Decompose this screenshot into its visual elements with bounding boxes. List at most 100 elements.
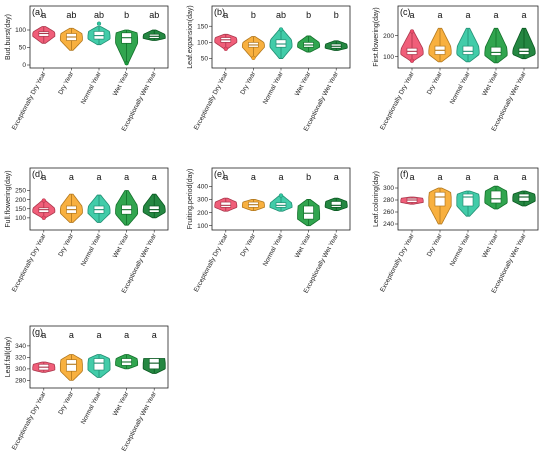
y-tick-label: 320 xyxy=(15,355,26,362)
y-tick-label: 200 xyxy=(197,210,208,217)
x-category-label: Normal Year xyxy=(80,390,103,426)
x-category-label: Exceptionally Dry Year xyxy=(193,232,230,293)
outlier-point xyxy=(96,21,102,26)
outlier-point xyxy=(223,46,228,51)
y-tick-label: 200 xyxy=(15,197,26,204)
x-category-label: Dry Year xyxy=(239,232,257,258)
y-tick-label: 50 xyxy=(19,45,27,52)
x-category-label: Exceptionally Dry Year xyxy=(379,232,416,293)
y-axis-label: Leaf.coloring(day) xyxy=(373,171,380,227)
violin-box xyxy=(518,193,530,202)
significance-letter: a xyxy=(96,330,101,340)
x-category-label: Exceptionally Dry Year xyxy=(379,70,416,131)
significance-letter: a xyxy=(96,172,101,182)
x-category-label: Wet Year xyxy=(481,232,500,259)
y-tick-label: 280 xyxy=(15,378,26,385)
significance-letter: a xyxy=(493,172,498,182)
outlier-point xyxy=(278,27,284,32)
panel-letter: (a) xyxy=(32,7,43,17)
y-tick-label: 400 xyxy=(197,184,208,191)
panel-letter: (f) xyxy=(400,169,409,179)
outlier-point xyxy=(124,61,129,66)
y-tick-label: 50 xyxy=(201,56,209,63)
significance-letter: b xyxy=(251,10,256,20)
significance-letter: a xyxy=(41,330,46,340)
y-axis-label: Leaf.fall(day) xyxy=(5,337,12,377)
significance-letter: a xyxy=(493,10,498,20)
x-category-label: Dry Year xyxy=(426,70,444,96)
y-tick-label: 150 xyxy=(15,206,26,213)
significance-letter: a xyxy=(124,330,129,340)
significance-letter: a xyxy=(437,10,442,20)
y-tick-label: 100 xyxy=(383,54,394,61)
significance-letter: a xyxy=(152,172,157,182)
y-tick-label: 300 xyxy=(197,197,208,204)
y-tick-label: 240 xyxy=(383,221,394,228)
significance-letter: b xyxy=(124,10,129,20)
panel-letter: (g) xyxy=(32,327,43,337)
x-category-label: Exceptionally Dry Year xyxy=(11,390,48,451)
x-category-label: Normal Year xyxy=(80,70,103,106)
significance-letter: a xyxy=(124,172,129,182)
x-category-label: Wet Year xyxy=(112,70,131,97)
x-category-label: Wet Year xyxy=(481,70,500,97)
violin-box xyxy=(303,205,314,220)
violin-box xyxy=(490,190,502,204)
significance-letter: b xyxy=(306,10,311,20)
outlier-point xyxy=(41,215,46,221)
violin-box xyxy=(93,358,105,371)
outlier-point xyxy=(409,58,415,63)
x-category-label: Exceptionally Dry Year xyxy=(11,232,48,293)
y-tick-label: 100 xyxy=(197,40,208,47)
y-tick-label: 250 xyxy=(15,188,26,195)
y-tick-label: 0 xyxy=(22,62,26,69)
x-category-label: Wet Year xyxy=(294,70,313,97)
y-tick-label: 200 xyxy=(383,33,394,40)
x-category-label: Normal Year xyxy=(262,232,285,268)
y-tick-label: 100 xyxy=(15,27,26,34)
significance-letter: a xyxy=(465,172,470,182)
significance-letter: a xyxy=(521,10,526,20)
y-tick-label: 340 xyxy=(15,343,26,350)
x-category-label: Dry Year xyxy=(426,232,444,258)
significance-letter: a xyxy=(334,172,339,182)
violin-box xyxy=(330,201,342,208)
outlier-point xyxy=(251,55,256,61)
y-tick-label: 260 xyxy=(383,209,394,216)
significance-letter: b xyxy=(306,172,311,182)
significance-letter: a xyxy=(152,330,157,340)
y-axis-label: Bud.burst(day) xyxy=(5,14,12,60)
x-category-label: Dry Year xyxy=(239,70,257,96)
x-category-label: Normal Year xyxy=(449,232,472,268)
outlier-point xyxy=(41,198,46,203)
x-category-label: Normal Year xyxy=(449,70,472,106)
violin-box xyxy=(66,359,77,372)
x-category-label: Normal Year xyxy=(262,70,285,106)
violin-box xyxy=(434,191,446,207)
panel-letter: (c) xyxy=(400,7,411,17)
y-axis-label: Fruiting.period(day) xyxy=(187,169,194,230)
significance-letter: ab xyxy=(149,10,159,20)
significance-letter: a xyxy=(437,172,442,182)
x-category-label: Wet Year xyxy=(112,390,131,417)
significance-letter: a xyxy=(69,330,74,340)
significance-letter: a xyxy=(41,172,46,182)
y-axis-label: Leaf.expansion(day) xyxy=(187,5,194,68)
panel-letter: (e) xyxy=(214,169,225,179)
significance-letter: a xyxy=(251,172,256,182)
significance-letter: a xyxy=(409,10,414,20)
significance-letter: a xyxy=(409,172,414,182)
y-tick-label: 280 xyxy=(383,197,394,204)
significance-letter: a xyxy=(69,172,74,182)
y-tick-label: 100 xyxy=(15,215,26,222)
significance-letter: b xyxy=(334,10,339,20)
outlier-point xyxy=(278,193,284,198)
